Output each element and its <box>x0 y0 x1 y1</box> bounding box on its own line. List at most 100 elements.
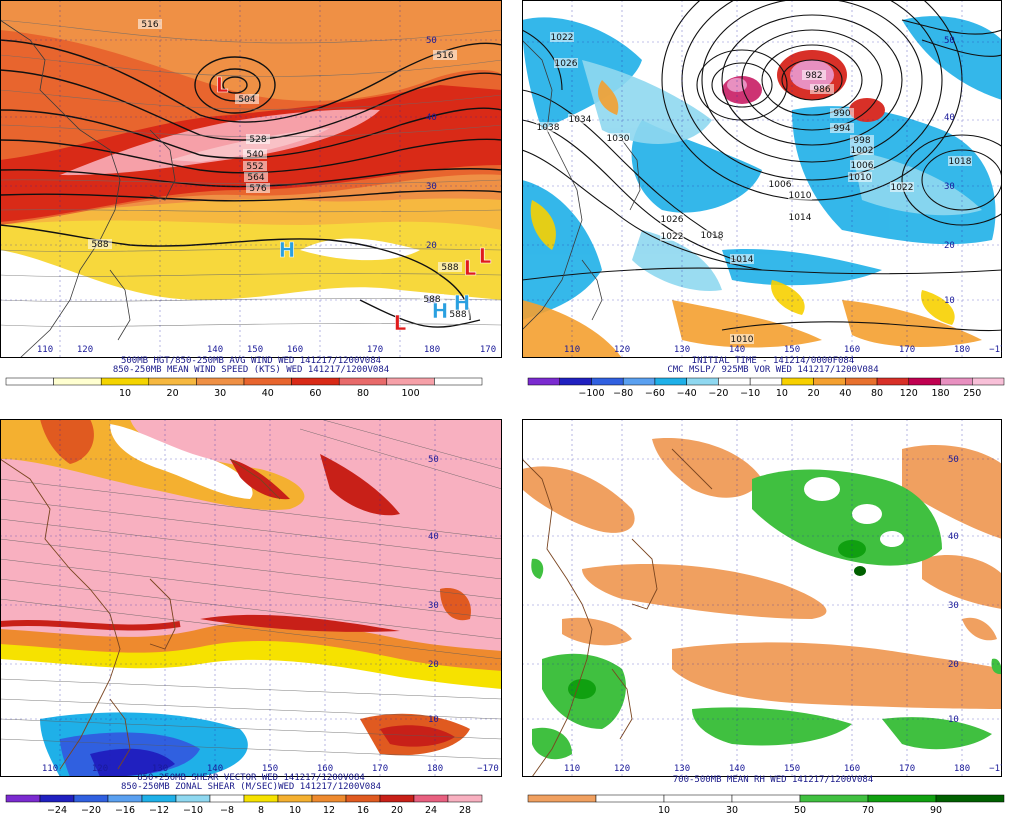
latitude-label: 20 <box>426 241 437 251</box>
latitude-label: 40 <box>944 113 955 123</box>
colorbar-swatch <box>277 794 313 803</box>
longitude-label: 170 <box>480 345 496 355</box>
contour-label-bg <box>88 239 112 249</box>
contour-label: 990 <box>833 109 850 119</box>
latitude-label: 10 <box>428 715 439 725</box>
contour-label-bg <box>810 84 834 94</box>
colorbar-swatch <box>53 377 102 386</box>
colorbar-tick-label: 20 <box>167 388 179 399</box>
colorbar-swatch <box>718 377 751 386</box>
contour-label: 982 <box>805 71 822 81</box>
longitude-label: 130 <box>152 764 168 774</box>
contour-label-bg <box>554 58 578 68</box>
contour-label-bg <box>243 149 267 159</box>
contour-label-bg <box>848 172 872 182</box>
colorbar-swatch <box>148 377 197 386</box>
longitude-label: 120 <box>92 764 108 774</box>
contour-label-bg <box>788 190 812 200</box>
latitude-label: 10 <box>948 715 959 725</box>
high-pressure-symbol: H <box>432 299 449 323</box>
longitude-label: 180 <box>427 764 443 774</box>
contour-label-bg <box>850 135 874 145</box>
longitude-label: 120 <box>614 764 630 774</box>
colorbar-tick-label: 30 <box>214 388 226 399</box>
contour-label-bg <box>768 179 792 189</box>
colorbar-swatch <box>876 377 910 386</box>
colorbar-tick-label: −8 <box>220 805 234 816</box>
colorbar-swatch <box>527 377 560 386</box>
colorbar-tick-label: 20 <box>808 388 820 399</box>
colorbar-tick-label: 10 <box>289 805 301 816</box>
longitude-label: −170 <box>477 764 499 774</box>
colorbar-swatch <box>622 377 656 386</box>
contour-label: 1010 <box>789 191 812 201</box>
contour-label-bg <box>243 161 267 171</box>
colorbar: 10 20 30 40 60 80 100 <box>0 377 502 399</box>
colorbar: 10 30 50 70 90 <box>522 794 1024 816</box>
colorbar: −100 −80 −60 −40 −20 −10 10 20 40 80 120 180 250 <box>522 377 1024 399</box>
caption-line-1: INITIAL TIME - 141214/0000F084 <box>691 356 855 366</box>
colorbar-tick-label: 180 <box>931 388 949 399</box>
longitude-label: 170 <box>899 764 915 774</box>
colorbar-swatch <box>935 794 1005 803</box>
colorbar-swatch <box>940 377 973 386</box>
colorbar-swatch <box>345 794 381 803</box>
contour-label: 1038 <box>537 123 560 133</box>
colorbar-swatch <box>813 377 846 386</box>
longitude-label: 150 <box>247 345 263 355</box>
contour-label: 564 <box>247 173 264 183</box>
colorbar-swatch <box>291 377 340 386</box>
contour-label-bg <box>438 262 462 272</box>
latitude-label: 30 <box>948 601 959 611</box>
contour-label-bg <box>730 334 754 344</box>
colorbar-tick-label: 28 <box>459 805 471 816</box>
contour-label-bg <box>948 156 972 166</box>
colorbar-tick-label: −100 <box>578 388 604 399</box>
colorbar-swatch <box>845 377 878 386</box>
colorbar-swatch <box>686 377 719 386</box>
colorbar-tick-label: −10 <box>183 805 203 816</box>
contour-label: 1010 <box>731 335 754 345</box>
low-pressure-symbol: L <box>464 256 477 280</box>
contour-label: 1022 <box>891 183 914 193</box>
latitude-label: 40 <box>948 532 959 542</box>
colorbar-swatch <box>175 794 211 803</box>
colorbar-swatch <box>338 377 388 386</box>
longitude-label: 120 <box>614 345 630 355</box>
colorbar-swatch <box>447 794 483 803</box>
longitude-label: 160 <box>844 764 860 774</box>
latitude-label: 20 <box>948 660 959 670</box>
latitude-label: 40 <box>428 532 439 542</box>
colorbar-swatch <box>595 794 665 803</box>
longitude-label: 160 <box>287 345 303 355</box>
colorbar-tick-label: −10 <box>740 388 760 399</box>
latitude-label: 40 <box>426 113 437 123</box>
colorbar-tick-label: 10 <box>658 805 670 816</box>
longitude-label: 120 <box>77 345 93 355</box>
longitude-label: −170 <box>989 764 1002 774</box>
longitude-label: 170 <box>899 345 915 355</box>
colorbar-tick-label: −20 <box>708 388 728 399</box>
longitude-label: 110 <box>37 345 53 355</box>
colorbar-tick-label: 20 <box>391 805 403 816</box>
colorbar-swatch <box>379 794 415 803</box>
colorbar-tick-label: 80 <box>357 388 369 399</box>
contour-label: 1026 <box>555 59 578 69</box>
map-mean-rh: 50 40 30 20 10 110 120 130 140 150 160 170 180 −170 <box>522 419 1002 777</box>
colorbar-swatch <box>243 377 292 386</box>
latitude-label: 30 <box>428 601 439 611</box>
longitude-label: 140 <box>207 345 223 355</box>
contour-label: 1014 <box>731 255 754 265</box>
longitude-label: 180 <box>954 764 970 774</box>
contour-label: 516 <box>141 20 158 30</box>
longitude-label: 110 <box>42 764 58 774</box>
latitude-label: 30 <box>426 182 437 192</box>
map-shear: 50 40 30 20 10 110 120 130 140 150 160 170 180 −170 <box>0 419 502 777</box>
colorbar-swatch <box>867 794 937 803</box>
panel-shear: 50 40 30 20 10 110 120 130 140 150 160 170 180 −170 8… <box>0 419 502 819</box>
longitude-label: −170 <box>989 345 1002 355</box>
longitude-label: 140 <box>729 764 745 774</box>
contour-label-bg <box>830 123 854 133</box>
colorbar-tick-label: 250 <box>963 388 981 399</box>
contour-label-bg <box>568 114 592 124</box>
